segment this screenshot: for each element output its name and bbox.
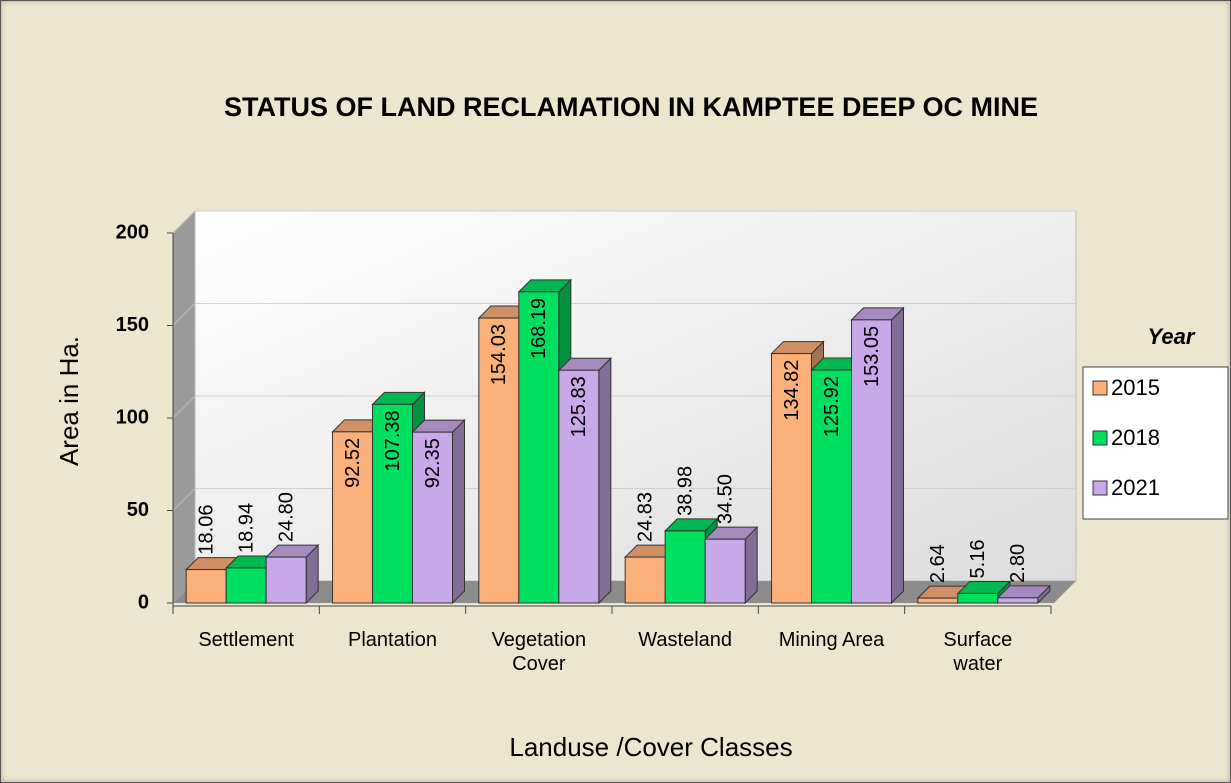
bar-group — [264, 543, 320, 605]
bar — [332, 431, 373, 604]
value-label: 154.03 — [488, 324, 510, 385]
bar — [997, 597, 1039, 604]
bar — [704, 538, 746, 604]
grid-line-side — [172, 488, 196, 511]
bar — [412, 431, 453, 604]
legend-swatch — [1092, 430, 1108, 446]
grid-line-side — [172, 303, 196, 326]
value-label: 34.50 — [714, 474, 736, 524]
legend-swatch — [1092, 380, 1108, 396]
legend-label: 2018 — [1111, 425, 1160, 450]
value-label: 125.83 — [568, 376, 590, 437]
bar-group — [703, 525, 759, 605]
value-label: 153.05 — [861, 326, 883, 387]
value-label: 18.06 — [195, 505, 217, 555]
x-tick-label: Surface water — [943, 629, 1013, 675]
x-tick-label: Settlement — [198, 629, 294, 651]
y-tick-label: 100 — [116, 406, 149, 428]
x-tick-label: Vegetation Cover — [491, 629, 587, 675]
bar — [624, 556, 666, 604]
bar — [225, 567, 267, 604]
value-label: 92.35 — [422, 438, 444, 488]
bar-side — [452, 418, 465, 605]
y-axis-label: Area in Ha. — [54, 336, 84, 466]
legend-title: Year — [1148, 324, 1196, 349]
bar — [518, 291, 560, 604]
x-tick-label: Mining Area — [778, 629, 885, 651]
bar-side — [891, 306, 904, 605]
bar — [185, 569, 227, 604]
value-label: 107.38 — [382, 410, 404, 471]
bar — [478, 317, 520, 604]
legend-swatch — [1092, 480, 1108, 496]
y-tick-label: 150 — [116, 314, 149, 336]
x-tick-label: Wasteland — [638, 629, 733, 651]
value-label: 2.80 — [1007, 544, 1029, 583]
bar — [957, 592, 999, 604]
bar — [771, 353, 812, 604]
bar-group — [411, 418, 466, 605]
bar — [265, 556, 307, 604]
value-label: 2.64 — [927, 544, 949, 583]
x-tick-label: Plantation — [348, 629, 437, 651]
x-axis-label: Landuse /Cover Classes — [509, 732, 792, 762]
value-label: 24.83 — [634, 492, 656, 542]
value-label: 18.94 — [235, 503, 257, 553]
bar — [851, 319, 892, 604]
bar-side — [744, 525, 758, 605]
value-label: 92.52 — [342, 438, 364, 488]
bar-side — [598, 357, 612, 605]
bar — [811, 369, 852, 604]
grid-line-side — [172, 210, 196, 234]
y-tick-label: 50 — [127, 499, 149, 521]
y-tick-label: 0 — [138, 591, 149, 613]
chart-title: STATUS OF LAND RECLAMATION IN KAMPTEE DE… — [224, 92, 1038, 122]
legend-label: 2015 — [1111, 375, 1160, 400]
value-label: 24.80 — [275, 492, 297, 542]
bar-group — [996, 584, 1052, 605]
y-tick-label: 200 — [116, 221, 149, 243]
value-label: 125.92 — [821, 376, 843, 437]
value-label: 168.19 — [528, 298, 550, 359]
bar — [917, 597, 959, 604]
bar — [558, 369, 600, 604]
grid-line-side — [172, 395, 196, 419]
value-label: 38.98 — [674, 466, 696, 516]
legend-label: 2021 — [1111, 475, 1160, 500]
bar-group — [850, 306, 905, 605]
value-label: 134.82 — [781, 360, 803, 421]
bar — [372, 403, 413, 604]
value-label: 5.16 — [967, 540, 989, 579]
bar — [664, 530, 706, 604]
bar-group — [557, 357, 613, 605]
